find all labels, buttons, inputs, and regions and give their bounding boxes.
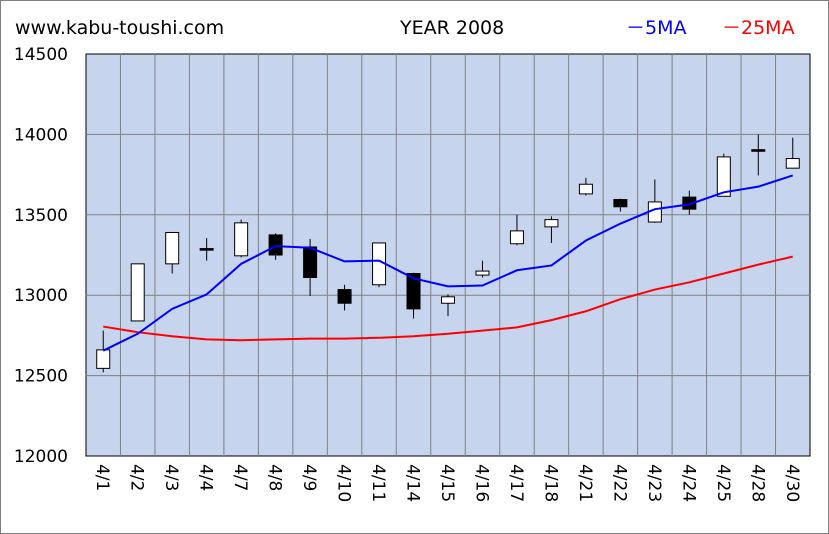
x-tick-label: 4/17 [506,464,526,502]
x-tick-label: 4/30 [782,464,802,502]
y-tick-label: 13000 [14,286,68,306]
ma25-series [103,255,793,342]
y-tick-label: 14500 [14,45,68,65]
x-tick-label: 4/18 [540,464,560,502]
candle-body-down [613,199,628,208]
x-tick-label: 4/4 [196,464,216,491]
candle-body-up [785,158,800,169]
x-tick-label: 4/24 [678,464,698,502]
legend-ma5: －5MA [626,17,687,39]
candles [96,134,800,373]
plot-area [85,53,811,457]
candle-body-down [337,289,352,304]
x-axis-labels: 4/1 4/2 4/3 4/4 4/7 4/8 4/9 4/10 4/11 4/14 4/15 4/1… [92,464,802,502]
x-tick-label: 4/2 [127,464,147,491]
site-name: www.kabu-toushi.com [15,17,225,39]
x-tick-label: 4/25 [713,464,733,502]
candle-body-up [578,183,593,195]
x-tick-label: 4/16 [471,464,491,502]
candle-body-down [406,272,421,310]
x-tick-label: 4/22 [609,464,629,502]
x-tick-label: 4/28 [747,464,767,502]
y-tick-label: 14000 [14,125,68,145]
x-tick-label: 4/9 [299,464,319,491]
x-tick-label: 4/23 [644,464,664,502]
candle-body-up [96,349,111,369]
y-axis-labels: 12000 12500 13000 13500 14000 14500 [14,45,68,467]
candle-body-up [165,231,180,265]
x-tick-label: 4/15 [437,464,457,502]
chart-title: YEAR 2008 [400,17,505,39]
candle-body-up [509,230,524,245]
x-tick-label: 4/10 [334,464,354,502]
y-tick-label: 12000 [14,447,68,467]
candle-body-down [199,248,214,251]
candle-body-up [544,219,559,228]
grid-lines [86,54,810,456]
candle-body-down [751,149,766,152]
candle-body-up [234,222,249,257]
x-tick-label: 4/8 [265,464,285,491]
x-tick-label: 4/21 [575,464,595,502]
candle-body-up [475,270,490,276]
x-tick-label: 4/1 [92,464,112,491]
candle-body-up [130,263,145,322]
x-tick-label: 4/3 [161,464,181,491]
candle-body-down [303,246,318,279]
ma25-line [103,255,793,342]
y-tick-label: 13500 [14,206,68,226]
candle-body-down [682,196,697,210]
y-tick-label: 12500 [14,367,68,387]
ma5-series [102,174,794,352]
x-tick-label: 4/11 [368,464,388,502]
candle-body-up [716,156,731,197]
candle-body-down [268,234,283,256]
legend-ma25: －25MA [722,17,795,39]
ma5-line [102,174,794,352]
candle-body-up [441,296,455,304]
x-tick-label: 4/7 [230,464,250,491]
x-tick-label: 4/14 [403,464,423,502]
